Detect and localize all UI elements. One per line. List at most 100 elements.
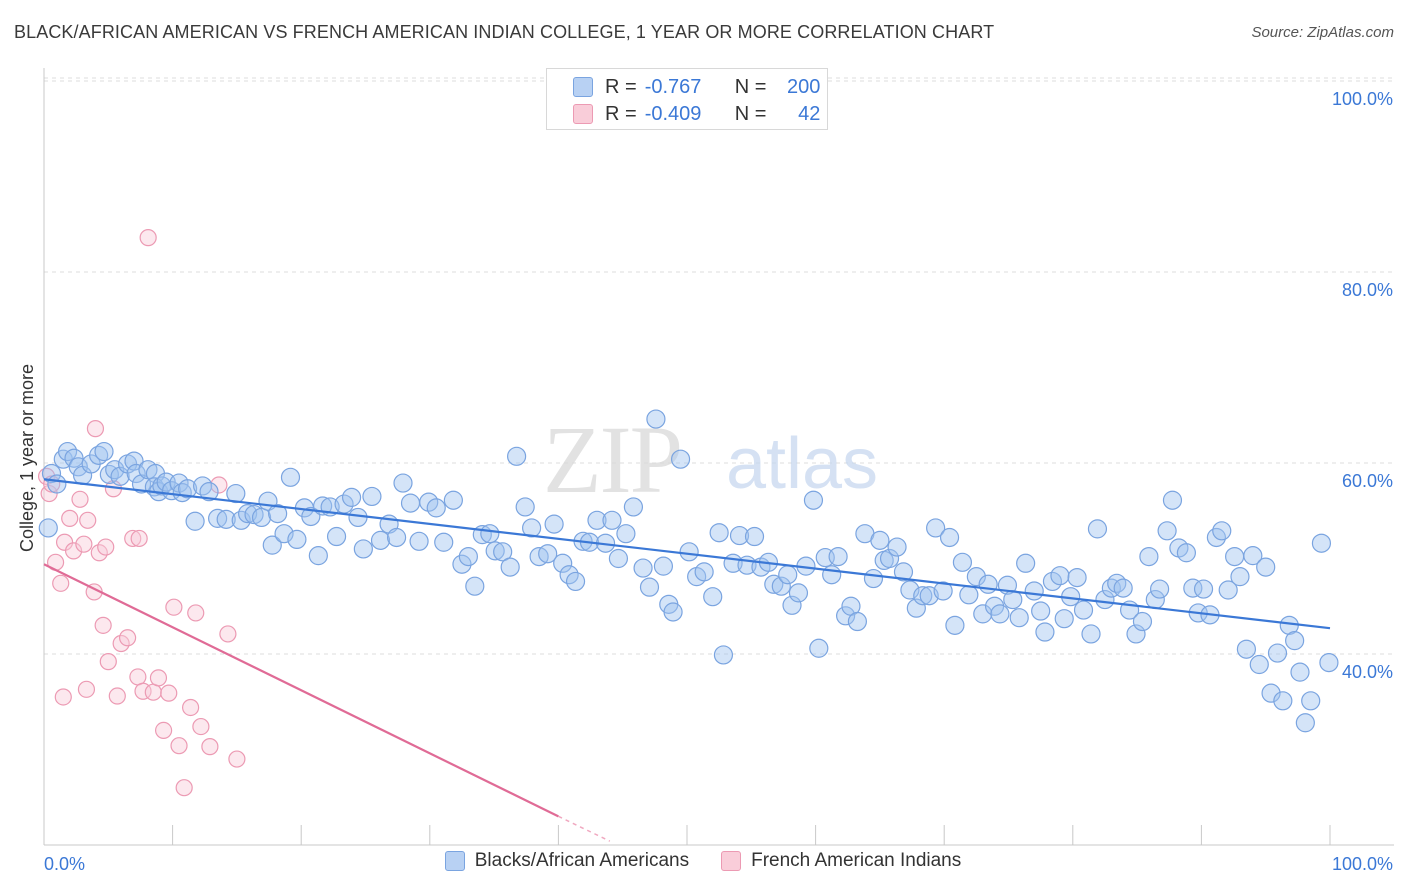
data-point-blacks	[1050, 566, 1070, 586]
data-point-blacks	[565, 571, 586, 592]
stats-n-label: N =	[734, 102, 767, 125]
data-point-blacks	[64, 448, 84, 468]
data-point-blacks	[1031, 601, 1051, 621]
data-point-french-american-indians	[201, 738, 219, 756]
data-point-blacks	[185, 511, 205, 531]
stats-swatch-blue	[573, 77, 593, 97]
data-point-blacks	[41, 463, 62, 484]
data-point-blacks	[952, 552, 973, 572]
data-point-blacks	[1273, 691, 1293, 711]
data-point-blacks	[788, 583, 809, 603]
legend-label: French American Indians	[751, 850, 962, 871]
data-point-blacks	[1054, 609, 1074, 629]
data-point-blacks	[803, 490, 824, 510]
data-point-blacks	[729, 525, 750, 546]
data-point-blacks	[1081, 624, 1101, 644]
x-tick-label: 0.0%	[44, 854, 85, 874]
data-point-blacks	[771, 576, 791, 596]
y-tick-label: 40.0%	[1342, 662, 1393, 682]
data-point-blacks	[1176, 543, 1196, 563]
legend-label: Blacks/African Americans	[474, 850, 690, 871]
data-point-blacks	[587, 510, 607, 530]
data-point-blacks	[426, 498, 446, 518]
data-point-blacks	[544, 514, 564, 534]
data-point-blacks	[978, 574, 998, 594]
data-point-blacks	[744, 526, 765, 547]
data-point-blacks	[1230, 567, 1250, 587]
watermark-atlas: atlas	[726, 424, 878, 504]
data-point-blacks	[1132, 611, 1153, 632]
data-point-blacks	[602, 510, 622, 530]
data-point-blacks	[653, 556, 674, 576]
data-point-blacks	[1183, 578, 1203, 598]
data-point-french-american-indians	[52, 574, 70, 592]
data-point-blacks	[966, 567, 986, 587]
data-point-blacks	[1290, 662, 1310, 682]
data-point-blacks	[782, 595, 802, 615]
data-point-blacks	[713, 645, 734, 665]
data-point-french-american-indians	[160, 684, 178, 702]
y-tick-label: 60.0%	[1342, 471, 1393, 491]
data-point-french-american-indians	[154, 721, 173, 740]
data-point-blacks	[485, 541, 505, 561]
data-point-french-american-indians	[90, 544, 108, 562]
black-african-american-points	[38, 409, 1339, 733]
data-point-blacks	[308, 546, 328, 566]
data-point-blacks	[458, 546, 478, 567]
tick-labels: 40.0% 60.0% 80.0% 100.0% 0.0% 100.0%	[44, 89, 1393, 874]
data-point-blacks	[879, 548, 900, 569]
data-point-blacks	[933, 581, 953, 601]
data-point-blacks	[172, 483, 192, 503]
stats-swatch-pink	[573, 104, 593, 124]
data-point-blacks	[1139, 546, 1159, 567]
data-point-blacks	[262, 535, 282, 555]
data-point-french-american-indians	[170, 737, 188, 755]
data-point-blacks	[1162, 490, 1183, 510]
data-point-blacks	[764, 574, 784, 594]
data-point-blacks	[1225, 546, 1245, 567]
data-point-french-american-indians	[165, 598, 183, 616]
stats-r-label: R =	[605, 102, 637, 125]
data-point-blacks	[287, 529, 307, 550]
source-note: Source: ZipAtlas.com	[1251, 24, 1394, 41]
data-point-blacks	[1035, 622, 1055, 642]
data-point-french-american-indians	[97, 538, 115, 556]
data-point-blacks	[863, 568, 884, 589]
data-point-blacks	[990, 604, 1010, 624]
data-point-blacks	[341, 487, 362, 507]
data-point-french-american-indians	[75, 535, 93, 553]
data-point-blacks	[1016, 553, 1036, 573]
y-tick-label: 80.0%	[1342, 280, 1393, 300]
data-point-blacks	[836, 606, 856, 626]
data-point-blacks	[553, 553, 573, 573]
data-point-french-american-indians	[61, 509, 79, 527]
data-point-blacks	[633, 558, 653, 578]
data-point-french-american-indians	[192, 717, 210, 736]
chart-title: BLACK/AFRICAN AMERICAN VS FRENCH AMERICA…	[14, 22, 995, 42]
data-point-french-american-indians	[99, 653, 117, 671]
watermark: ZIP atlas	[543, 406, 878, 513]
data-point-french-american-indians	[130, 529, 148, 548]
data-point-blacks	[1073, 600, 1094, 620]
trend-line-blacks	[43, 478, 1331, 630]
data-point-blacks	[1256, 557, 1276, 577]
data-point-french-american-indians	[86, 420, 105, 438]
data-point-blacks	[124, 451, 144, 471]
data-point-french-american-indians	[139, 229, 157, 247]
data-point-blacks	[1095, 589, 1115, 610]
data-point-blacks	[443, 490, 463, 510]
data-point-french-american-indians	[108, 687, 126, 705]
data-point-blacks	[939, 527, 960, 548]
data-point-french-american-indians	[118, 629, 137, 647]
data-point-french-american-indians	[79, 511, 97, 529]
data-point-blacks	[500, 557, 520, 577]
data-point-french-american-indians	[228, 750, 246, 768]
data-point-blacks	[244, 504, 264, 525]
data-point-french-american-indians	[112, 634, 130, 653]
data-point-blacks	[1301, 691, 1321, 711]
data-point-blacks	[1285, 631, 1305, 651]
data-point-blacks	[828, 546, 848, 567]
data-point-blacks	[913, 586, 933, 606]
data-point-blacks	[268, 504, 288, 524]
data-point-french-american-indians	[77, 680, 96, 698]
